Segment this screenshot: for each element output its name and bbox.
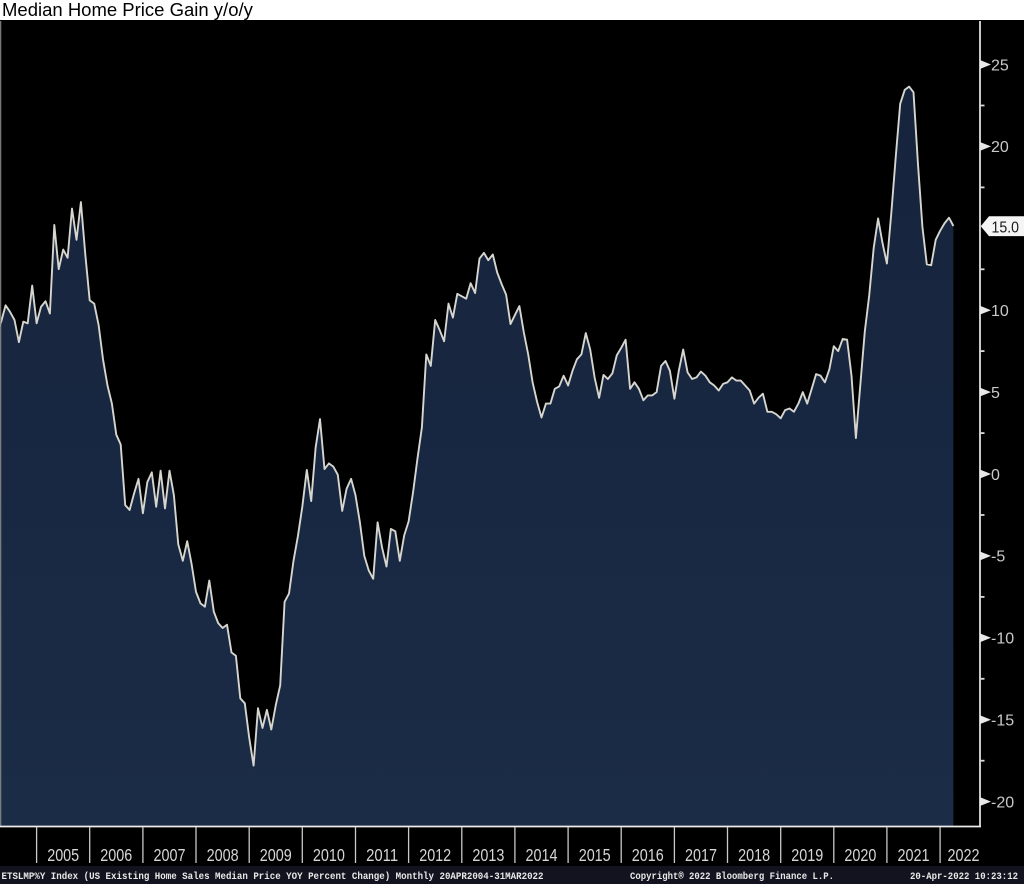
- svg-text:2008: 2008: [207, 845, 239, 865]
- svg-text:2009: 2009: [260, 845, 292, 865]
- svg-text:-20: -20: [991, 794, 1014, 811]
- svg-text:20: 20: [991, 139, 1009, 156]
- svg-text:2012: 2012: [419, 845, 451, 865]
- svg-text:-5: -5: [991, 549, 1005, 566]
- svg-text:2016: 2016: [632, 845, 664, 865]
- svg-text:20-Apr-2022 10:23:12: 20-Apr-2022 10:23:12: [910, 871, 1018, 883]
- svg-text:2010: 2010: [313, 845, 345, 865]
- svg-text:2006: 2006: [100, 845, 132, 865]
- svg-text:2007: 2007: [154, 845, 186, 865]
- svg-text:2021: 2021: [898, 845, 930, 865]
- svg-text:10: 10: [991, 303, 1009, 320]
- svg-text:Copyright® 2022 Bloomberg Fina: Copyright® 2022 Bloomberg Finance L.P.: [630, 871, 834, 883]
- svg-text:15.0: 15.0: [992, 219, 1020, 236]
- svg-text:2017: 2017: [685, 845, 717, 865]
- svg-text:2019: 2019: [791, 845, 823, 865]
- svg-text:-10: -10: [991, 631, 1014, 648]
- svg-text:2013: 2013: [472, 845, 504, 865]
- svg-text:2014: 2014: [526, 845, 558, 865]
- svg-text:2020: 2020: [844, 845, 876, 865]
- svg-text:0: 0: [991, 467, 1000, 484]
- svg-text:5: 5: [991, 385, 1000, 402]
- svg-text:ETSLMP%Y Index (US Existing Ho: ETSLMP%Y Index (US Existing Home Sales M…: [2, 871, 544, 883]
- svg-text:2005: 2005: [47, 845, 79, 865]
- svg-text:2018: 2018: [738, 845, 770, 865]
- svg-text:25: 25: [991, 57, 1009, 74]
- svg-text:-15: -15: [991, 713, 1014, 730]
- svg-text:2015: 2015: [579, 845, 611, 865]
- svg-text:2022: 2022: [948, 845, 980, 865]
- svg-text:2011: 2011: [366, 845, 398, 865]
